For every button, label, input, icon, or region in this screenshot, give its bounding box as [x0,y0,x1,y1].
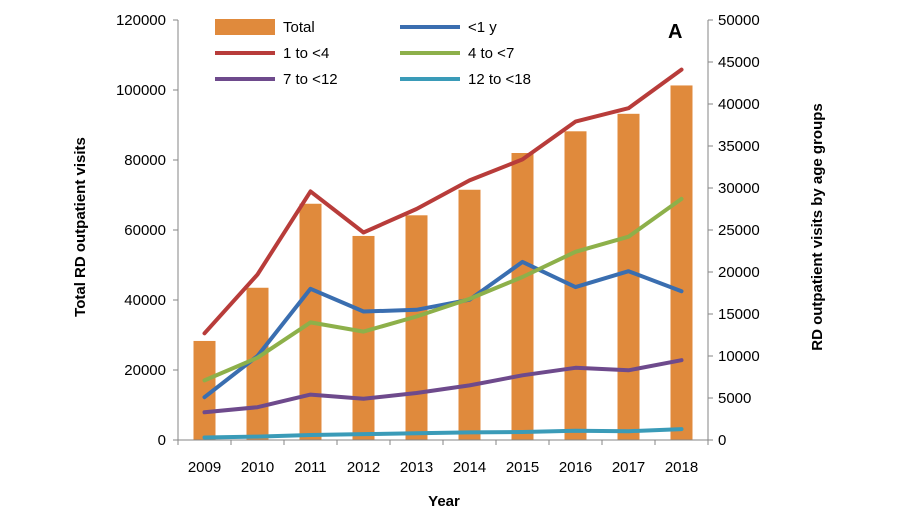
legend: Total <1 y 1 to <4 4 to <7 7 to <12 12 to <18 [215,19,531,88]
legend-label-4-to-lt7: 4 to <7 [468,45,514,62]
y-left-tick-label: 80000 [124,152,166,169]
y-right-tick-label: 45000 [718,54,760,71]
x-tick-label: 2016 [559,459,592,476]
panel-label: A [668,21,682,43]
y-left-tick-label: 40000 [124,292,166,309]
x-axis-title: Year [428,493,460,510]
axes: 0 20000 40000 60000 80000 100000 120000 0 5000 10… [116,12,760,476]
legend-label-12-to-lt18: 12 to <18 [468,71,531,88]
legend-label-total: Total [283,19,315,36]
y-right-tick-label: 40000 [718,96,760,113]
y-right-tick-label: 25000 [718,222,760,239]
y-right-tick-label: 30000 [718,180,760,197]
y-right-tick-label: 0 [718,432,726,449]
legend-label-lt1-y: <1 y [468,19,497,36]
y-right-tick-label: 50000 [718,12,760,29]
line-layer [202,67,684,440]
x-tick-label: 2017 [612,459,645,476]
legend-label-1-to-lt4: 1 to <4 [283,45,329,62]
y-axis-right-title: RD outpatient visits by age groups [809,103,826,351]
y-axis-left-title: Total RD outpatient visits [72,137,89,317]
x-tick-label: 2014 [453,459,486,476]
y-right-tick-label: 5000 [718,390,751,407]
series-line-4-to-lt7 [202,196,684,383]
bar-total-2017 [617,113,640,441]
y-right-tick-label: 10000 [718,348,760,365]
bar-total-2012 [352,235,375,440]
x-tick-label: 2012 [347,459,380,476]
y-left-tick-label: 60000 [124,222,166,239]
y-left-tick-label: 120000 [116,12,166,29]
legend-label-7-to-lt12: 7 to <12 [283,71,338,88]
x-tick-label: 2010 [241,459,274,476]
legend-swatch-total [215,19,275,35]
y-right-tick-label: 15000 [718,306,760,323]
bar-total-2014 [458,189,481,440]
bar-total-2013 [405,215,428,440]
series-line-1-to-lt4 [202,67,684,336]
y-right-tick-label: 35000 [718,138,760,155]
x-tick-label: 2013 [400,459,433,476]
bar-layer [193,85,693,441]
y-right-tick-label: 20000 [718,264,760,281]
bar-total-2009 [193,340,216,440]
series-line-7-to-lt12 [202,358,684,415]
y-left-tick-label: 0 [158,432,166,449]
x-tick-label: 2009 [188,459,221,476]
x-tick-label: 2018 [665,459,698,476]
x-tick-label: 2015 [506,459,539,476]
y-left-tick-label: 20000 [124,362,166,379]
series-line-12-to-lt18 [202,427,684,440]
x-tick-label: 2011 [294,459,326,476]
series-line-lt1-y [202,259,684,400]
y-left-tick-label: 100000 [116,82,166,99]
bar-total-2015 [511,153,534,440]
bar-total-2010 [246,287,269,440]
bar-total-2018 [670,85,693,440]
